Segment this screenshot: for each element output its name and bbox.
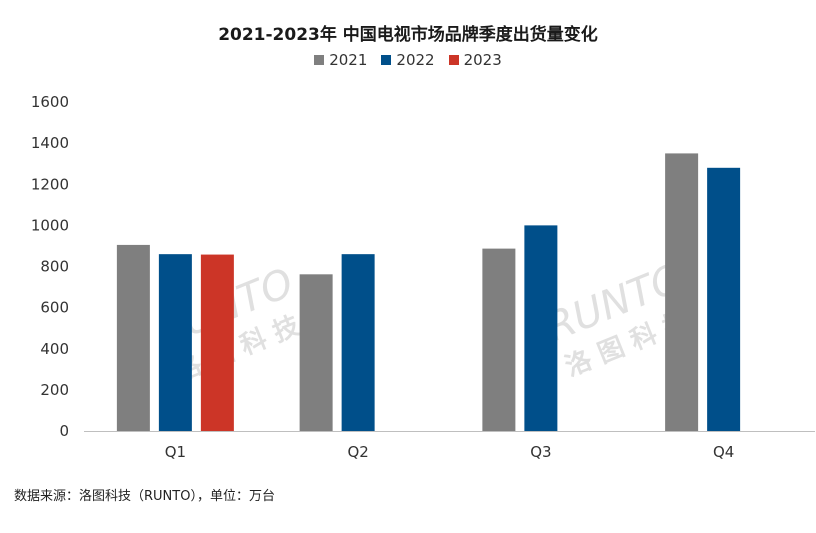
- legend-swatch-2021: [314, 55, 325, 65]
- y-tick-label: 1600: [31, 93, 69, 111]
- y-tick-label: 200: [40, 381, 69, 399]
- y-tick-label: 0: [59, 422, 69, 440]
- bar-2022-Q1: [158, 254, 192, 431]
- source-note: 数据来源：洛图科技（RUNTO），单位：万台: [14, 489, 275, 504]
- y-tick-label: 1200: [31, 175, 69, 193]
- x-tick-label: Q1: [165, 443, 186, 461]
- bar-2022-Q3: [524, 225, 558, 431]
- y-tick-label: 400: [40, 340, 69, 358]
- bar-2021-Q2: [299, 274, 333, 431]
- x-tick-label: Q2: [347, 443, 368, 461]
- legend-swatch-2023: [448, 55, 459, 65]
- y-tick-label: 1000: [31, 216, 69, 234]
- legend-item-2022: 2022: [381, 51, 435, 69]
- legend-swatch-2022: [381, 55, 392, 65]
- legend-item-2021: 2021: [314, 51, 367, 69]
- legend-label-2023: 2023: [463, 51, 502, 69]
- chart-title: 2021-2023年 中国电视市场品牌季度出货量变化: [218, 25, 598, 45]
- legend-label-2022: 2022: [396, 51, 435, 69]
- bar-2021-Q3: [482, 248, 516, 431]
- legend-item-2023: 2023: [448, 51, 502, 69]
- x-tick-label: Q3: [530, 443, 551, 461]
- legend-label-2021: 2021: [329, 51, 368, 69]
- x-tick-label: Q4: [713, 443, 734, 461]
- bar-2022-Q4: [707, 167, 741, 432]
- bar-2021-Q4: [665, 153, 699, 431]
- legend: 2021 2022 2023: [0, 51, 816, 69]
- bar-2022-Q2: [341, 254, 375, 431]
- bar-2023-Q1: [200, 254, 234, 431]
- y-tick-label: 800: [40, 258, 69, 276]
- y-tick-label: 1400: [31, 134, 69, 152]
- bar-2021-Q1: [116, 244, 150, 431]
- y-tick-label: 600: [40, 299, 69, 317]
